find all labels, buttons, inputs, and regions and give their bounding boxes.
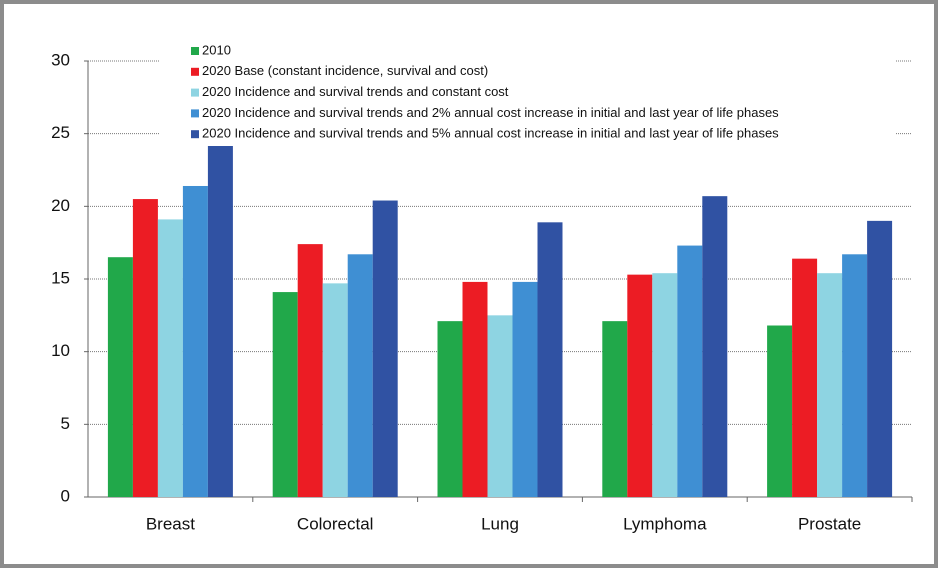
bar bbox=[487, 315, 513, 497]
bar bbox=[182, 185, 208, 497]
legend-swatch bbox=[191, 109, 199, 118]
x-tick-label: Lymphoma bbox=[623, 514, 707, 533]
bar bbox=[702, 196, 728, 497]
x-tick-label: Lung bbox=[481, 514, 519, 533]
bar bbox=[537, 222, 563, 497]
bar bbox=[677, 245, 703, 497]
bar bbox=[462, 281, 488, 497]
legend-label: 2020 Incidence and survival trends and 2… bbox=[202, 105, 779, 120]
x-tick-label: Colorectal bbox=[297, 514, 374, 533]
legend-swatch bbox=[191, 130, 199, 139]
bar bbox=[652, 273, 678, 497]
bar bbox=[842, 254, 868, 497]
bar bbox=[792, 258, 818, 497]
legend-swatch bbox=[191, 67, 199, 76]
y-tick-label: 5 bbox=[61, 414, 70, 433]
legend-label: 2020 Incidence and survival trends and 5… bbox=[202, 126, 779, 141]
bar bbox=[602, 321, 628, 497]
legend-swatch bbox=[191, 47, 199, 55]
bar bbox=[272, 292, 298, 497]
legend-label: 2020 Incidence and survival trends and c… bbox=[202, 84, 509, 99]
bar bbox=[372, 200, 398, 497]
y-tick-label: 25 bbox=[51, 123, 70, 142]
x-tick-label: Breast bbox=[146, 514, 195, 533]
bar bbox=[767, 325, 793, 497]
legend-background bbox=[160, 40, 895, 146]
legend-swatch bbox=[191, 88, 199, 97]
y-tick-label: 10 bbox=[51, 341, 70, 360]
bar bbox=[627, 274, 653, 497]
bar bbox=[107, 257, 133, 497]
bar bbox=[437, 321, 463, 497]
legend-label: 2020 Base (constant incidence, survival … bbox=[202, 63, 488, 78]
bar bbox=[347, 254, 373, 497]
bar bbox=[132, 199, 158, 498]
y-tick-label: 0 bbox=[61, 486, 70, 505]
bar bbox=[322, 283, 348, 497]
legend-label: 2010 bbox=[202, 42, 231, 57]
bar bbox=[297, 244, 323, 497]
x-tick-label: Prostate bbox=[798, 514, 861, 533]
y-tick-label: 15 bbox=[51, 268, 70, 287]
bar bbox=[867, 220, 893, 497]
bar bbox=[817, 273, 843, 497]
bar bbox=[207, 145, 233, 497]
bar bbox=[512, 281, 538, 497]
bar bbox=[157, 219, 183, 497]
y-tick-label: 20 bbox=[51, 196, 70, 215]
y-tick-label: 30 bbox=[51, 50, 70, 69]
